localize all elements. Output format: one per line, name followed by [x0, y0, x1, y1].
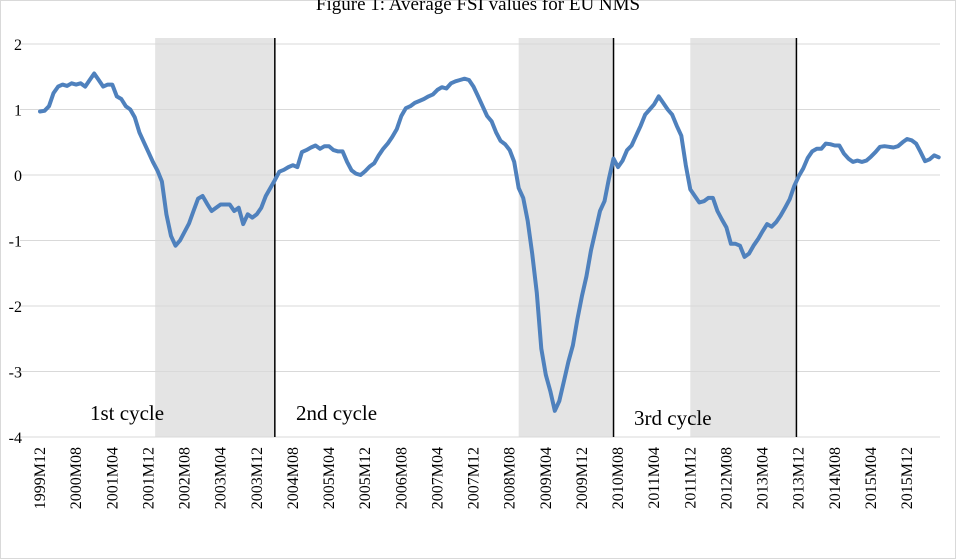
x-tick-label: 2008M08 [502, 447, 519, 509]
x-tick-label: 2015M04 [863, 447, 880, 509]
shaded-period [155, 38, 275, 437]
x-tick-label: 2009M12 [574, 447, 591, 509]
x-tick-label: 2001M04 [104, 447, 121, 509]
x-tick-label: 2012M08 [718, 447, 735, 509]
x-tick-label: 2010M08 [610, 447, 627, 509]
x-tick-label: 2000M08 [68, 447, 85, 509]
x-tick-label: 2004M08 [285, 447, 302, 509]
x-tick-label: 2006M08 [393, 447, 410, 509]
chart-title: Figure 1: Average FSI values for EU NMS [316, 0, 640, 15]
shaded-period [690, 38, 797, 437]
y-tick-label: 2 [14, 37, 22, 54]
x-tick-label: 2009M04 [538, 447, 555, 509]
x-tick-label: 2005M04 [321, 447, 338, 509]
x-tick-label: 2011M04 [646, 447, 663, 509]
x-tick-label: 2013M12 [791, 447, 808, 509]
x-tick-label: 2007M04 [429, 447, 446, 509]
annotation: 3rd cycle [634, 406, 712, 430]
x-tick-label: 2013M04 [755, 447, 772, 509]
y-tick-label: -4 [9, 430, 22, 447]
x-tick-label: 2011M12 [682, 447, 699, 509]
x-tick-label: 2002M08 [177, 447, 194, 509]
x-tick-label: 2007M12 [466, 447, 483, 509]
x-tick-label: 2015M12 [899, 447, 916, 509]
annotation: 1st cycle [90, 401, 164, 425]
y-tick-label: -3 [9, 365, 22, 382]
x-tick-label: 2005M12 [357, 447, 374, 509]
data-line [38, 71, 941, 413]
y-tick-label: 0 [14, 168, 22, 185]
x-tick-label: 1999M12 [32, 447, 49, 509]
x-tick-label: 2014M08 [827, 447, 844, 509]
y-tick-label: -2 [9, 299, 22, 316]
y-tick-label: -1 [9, 234, 22, 251]
x-tick-label: 2001M12 [140, 447, 157, 509]
x-tick-label: 2003M12 [249, 447, 266, 509]
annotation: 2nd cycle [296, 401, 377, 425]
y-tick-label: 1 [14, 103, 22, 120]
x-tick-label: 2003M04 [213, 447, 230, 509]
